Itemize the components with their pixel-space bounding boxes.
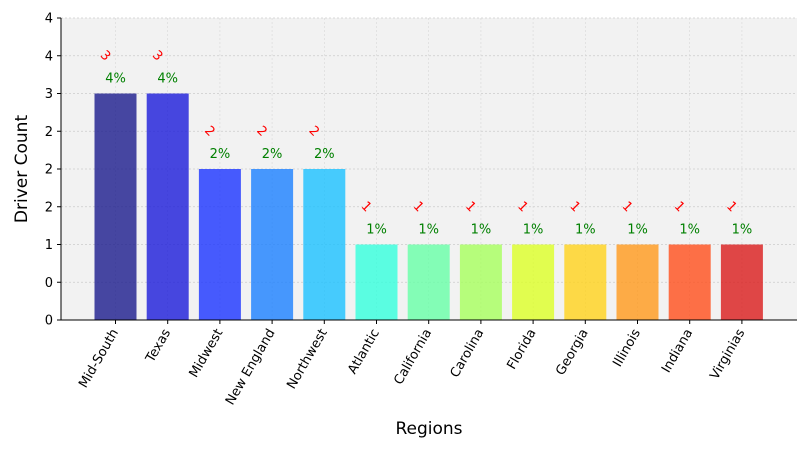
bar-new-england [251,169,294,320]
bar-mid-south [94,93,137,320]
bar-percent-label: 1% [732,223,753,238]
bar-northwest [303,169,346,320]
bar-texas [146,93,189,320]
bar-illinois [616,244,659,320]
bar-georgia [564,244,607,320]
x-tick-label: Texas [143,326,175,366]
y-tick-label: 4 [45,49,53,64]
y-axis-title: Driver Count [12,115,32,224]
bar-percent-label: 1% [627,223,648,238]
y-axis-ticks: 0 0 1 2 2 2 3 4 4 [45,12,61,329]
bar-percent-label: 1% [523,223,544,238]
x-tick-label: Northwest [284,327,330,392]
x-tick-label: Indiana [659,327,696,376]
bar-percent-label: 1% [679,223,700,238]
bar-indiana [668,244,711,320]
bar-virginias [720,244,763,320]
bar-california [407,244,450,320]
bar-percent-label: 1% [471,223,492,238]
bar-percent-label: 4% [105,72,126,87]
y-tick-label: 1 [45,238,53,253]
bar-percent-label: 1% [418,223,439,238]
x-tick-label: New England [223,327,279,408]
x-tick-label: Carolina [448,327,488,381]
bar-florida [512,244,555,320]
y-tick-label: 0 [45,314,53,329]
bar-percent-label: 2% [262,147,283,162]
bars [94,93,763,320]
bar-percent-label: 4% [157,72,178,87]
x-tick-label: Mid-South [76,327,122,391]
bar-percent-label: 2% [314,147,335,162]
y-tick-label: 3 [45,87,53,102]
x-axis-title: Regions [395,419,462,439]
bar-percent-label: 2% [210,147,231,162]
y-tick-label: 4 [45,12,53,27]
bar-atlantic [355,244,398,320]
x-tick-label: Georgia [553,327,591,379]
x-tick-label: Midwest [187,327,227,381]
x-tick-label: California [391,327,435,388]
bar-percent-label: 1% [366,223,387,238]
x-tick-label: Virginias [707,326,748,382]
x-tick-label: Atlantic [345,327,383,377]
y-tick-label: 0 [45,276,53,291]
x-tick-label: Illinois [610,326,644,369]
bar-midwest [198,169,241,320]
x-tick-label: Florida [504,327,539,373]
y-tick-label: 2 [45,200,53,215]
y-tick-label: 2 [45,125,53,140]
bar-carolina [459,244,502,320]
y-tick-label: 2 [45,163,53,178]
bar-percent-label: 1% [575,223,596,238]
